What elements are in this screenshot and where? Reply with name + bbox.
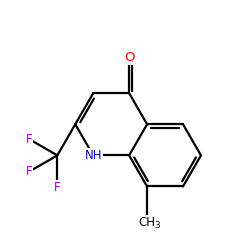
Text: NH: NH xyxy=(84,149,102,162)
Text: O: O xyxy=(124,51,134,64)
Text: F: F xyxy=(26,165,33,178)
Text: 3: 3 xyxy=(154,221,160,230)
Text: CH: CH xyxy=(138,216,156,229)
Text: F: F xyxy=(26,133,33,146)
Text: F: F xyxy=(54,181,61,194)
